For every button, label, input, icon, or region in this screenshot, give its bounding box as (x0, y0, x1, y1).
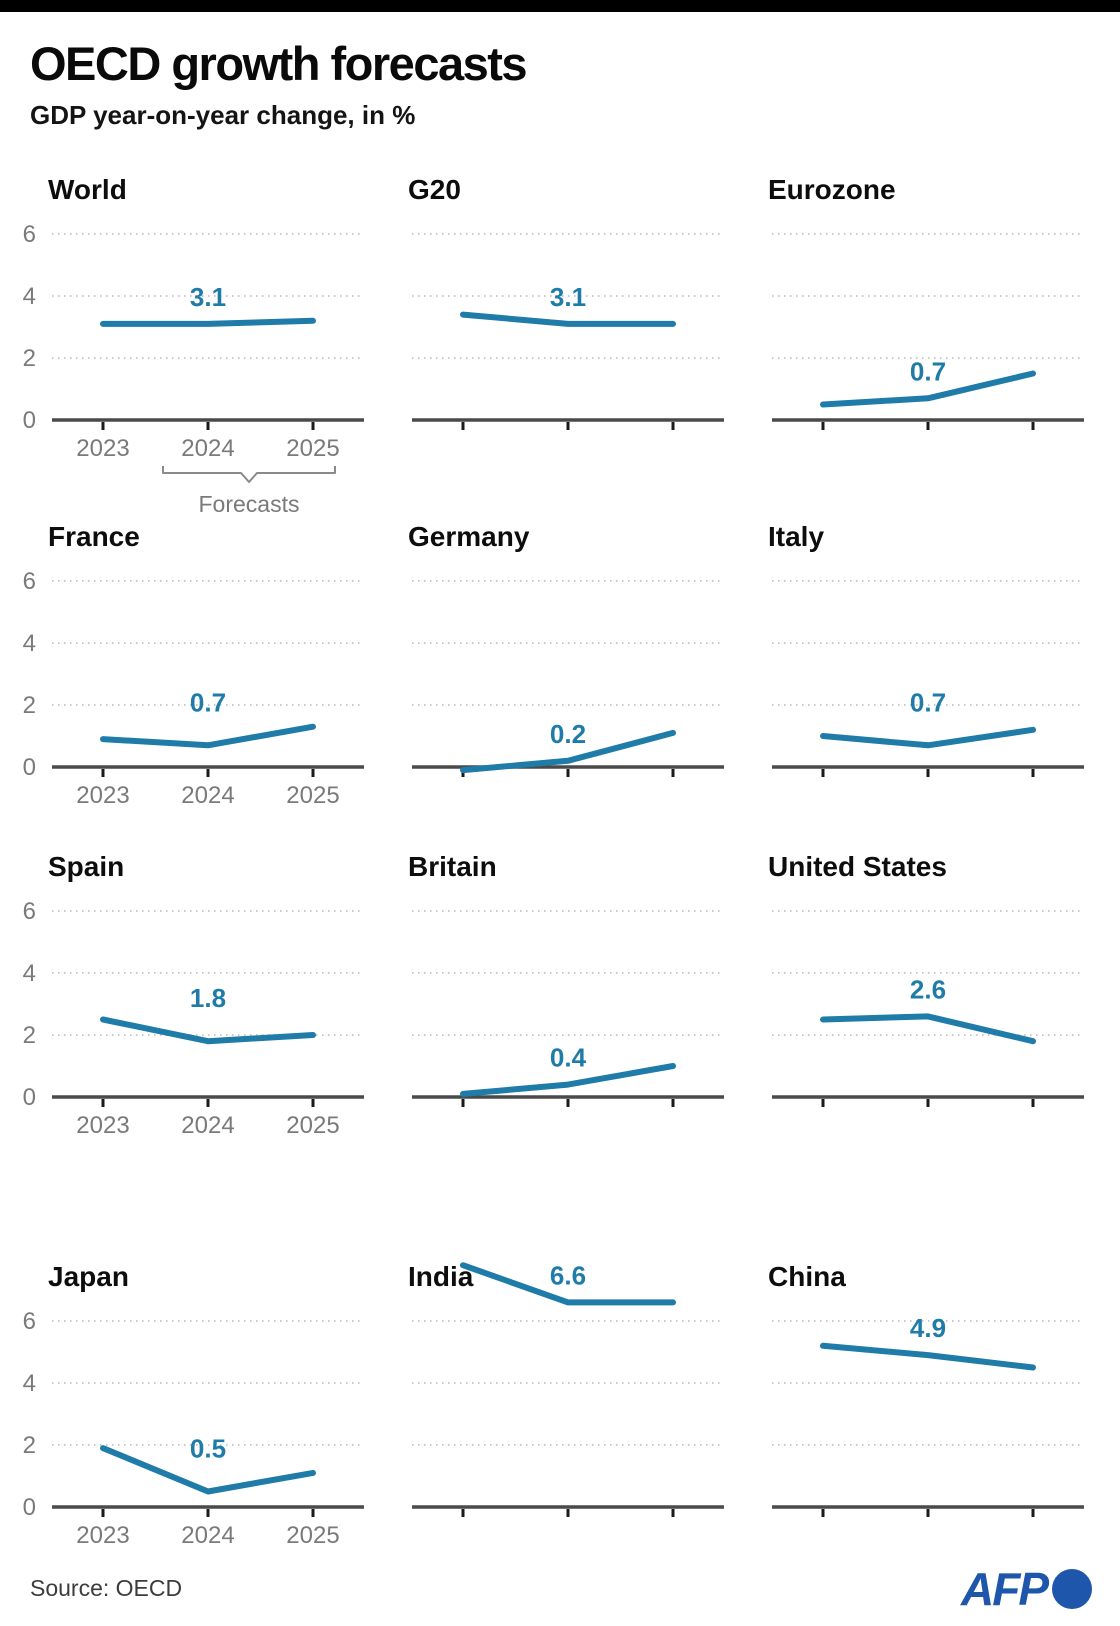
chart-plot: 0.7 (772, 233, 1084, 430)
chart-china: China 4.9 (768, 1261, 1088, 1519)
gdp-line (100, 1016, 316, 1045)
value-label: 3.1 (190, 282, 226, 312)
value-label: 0.7 (910, 687, 946, 717)
gdp-line (100, 723, 316, 749)
value-label: 1.8 (190, 983, 226, 1013)
x-axis-label: 2023 (76, 782, 129, 809)
forecast-label: Forecasts (199, 491, 300, 517)
chart-germany: Germany 0.2 (408, 521, 728, 779)
chart-title: World (48, 174, 127, 205)
top-bar (0, 0, 1120, 12)
chart-title: Spain (48, 851, 125, 882)
chart-plot: 6 4 2 0 2023 2024 2025 0.7 (23, 568, 364, 809)
y-axis-label: 0 (23, 1494, 36, 1521)
y-axis-label: 6 (23, 568, 36, 595)
gdp-line (820, 1013, 1036, 1045)
afp-logo: AFP (961, 1566, 1092, 1612)
value-label: 2.6 (910, 974, 946, 1004)
afp-logo-circle-icon (1052, 1569, 1092, 1609)
chart-g20: G20 3.1 (408, 174, 728, 432)
x-axis-label: 2025 (286, 782, 339, 809)
value-label: 6.6 (550, 1260, 586, 1290)
chart-plot: 6 4 2 0 2023 2024 2025 Forecasts 3.1 (23, 221, 364, 517)
chart-title: Germany (408, 521, 530, 552)
page-subtitle: GDP year-on-year change, in % (30, 100, 416, 130)
chart-plot: 0.7 (772, 580, 1084, 777)
x-axis-label: 2024 (181, 435, 234, 462)
y-axis-label: 4 (23, 1370, 36, 1397)
chart-title: G20 (408, 174, 461, 205)
y-axis-label: 2 (23, 1022, 36, 1049)
y-axis-label: 6 (23, 898, 36, 925)
charts-grid: World 6 4 2 0 2023 2024 2025 Forecasts 3.1 G20 3.1 E… (23, 174, 1090, 1549)
page-title: OECD growth forecasts (30, 37, 528, 90)
chart-plot: 3.1 (412, 233, 724, 430)
y-axis-label: 2 (23, 692, 36, 719)
value-label: 0.7 (190, 687, 226, 717)
chart-world: World 6 4 2 0 2023 2024 2025 Forecasts 3.1 (23, 174, 368, 518)
x-axis-label: 2025 (286, 435, 339, 462)
gdp-line (820, 1342, 1036, 1371)
gdp-line (100, 1445, 316, 1495)
x-axis-label: 2024 (181, 782, 234, 809)
x-axis-label: 2025 (286, 1522, 339, 1549)
y-axis-label: 6 (23, 1308, 36, 1335)
y-axis-label: 2 (23, 345, 36, 372)
chart-title: France (48, 521, 140, 552)
x-axis-label: 2023 (76, 435, 129, 462)
chart-title: Eurozone (768, 174, 896, 205)
chart-france: France 6 4 2 0 2023 2024 2025 0.7 (23, 521, 368, 809)
y-axis-label: 4 (23, 283, 36, 310)
y-axis-label: 6 (23, 221, 36, 248)
value-label: 0.5 (190, 1434, 226, 1464)
chart-plot: 6.6 (412, 1260, 724, 1517)
y-axis-label: 2 (23, 1432, 36, 1459)
forecast-bracket (162, 466, 336, 483)
chart-title: Italy (768, 521, 825, 552)
source-note: Source: OECD (30, 1575, 183, 1601)
y-axis-label: 4 (23, 960, 36, 987)
afp-logo-text: AFP (961, 1563, 1049, 1615)
value-label: 0.4 (550, 1043, 587, 1073)
chart-plot: 0.4 (412, 910, 724, 1107)
chart-plot: 2.6 (772, 910, 1084, 1107)
value-label: 4.9 (910, 1313, 946, 1343)
x-axis-label: 2024 (181, 1112, 234, 1139)
chart-title: China (768, 1261, 846, 1292)
y-axis-label: 4 (23, 630, 36, 657)
value-label: 0.7 (910, 356, 946, 386)
chart-eurozone: Eurozone 0.7 (768, 174, 1088, 432)
chart-britain: Britain 0.4 (408, 851, 728, 1109)
gdp-line (820, 726, 1036, 749)
chart-title: United States (768, 851, 947, 882)
gdp-line (460, 729, 676, 774)
y-axis-label: 0 (23, 1084, 36, 1111)
y-axis-label: 0 (23, 754, 36, 781)
chart-plot: 6 4 2 0 2023 2024 2025 0.5 (23, 1308, 364, 1549)
chart-india: India 6.6 (408, 1260, 728, 1519)
x-axis-label: 2023 (76, 1522, 129, 1549)
gdp-line (460, 1262, 676, 1306)
chart-plot: 4.9 (772, 1313, 1084, 1517)
chart-spain: Spain 6 4 2 0 2023 2024 2025 1.8 (23, 851, 368, 1139)
header: OECD growth forecasts GDP year-on-year c… (0, 12, 1120, 131)
chart-italy: Italy 0.7 (768, 521, 1088, 779)
chart-title: Britain (408, 851, 497, 882)
y-axis-label: 0 (23, 407, 36, 434)
chart-plot: 0.2 (412, 580, 724, 777)
gdp-line (460, 311, 676, 327)
gdp-line (100, 317, 316, 327)
x-axis-label: 2024 (181, 1522, 234, 1549)
gdp-line (460, 1063, 676, 1097)
x-axis-label: 2023 (76, 1112, 129, 1139)
chart-united-states: United States 2.6 (768, 851, 1088, 1109)
x-axis-label: 2025 (286, 1112, 339, 1139)
chart-japan: Japan 6 4 2 0 2023 2024 2025 0.5 (23, 1261, 368, 1549)
value-label: 3.1 (550, 282, 586, 312)
gdp-line (820, 370, 1036, 408)
chart-title: Japan (48, 1261, 129, 1292)
value-label: 0.2 (550, 719, 586, 749)
chart-plot: 6 4 2 0 2023 2024 2025 1.8 (23, 898, 364, 1139)
